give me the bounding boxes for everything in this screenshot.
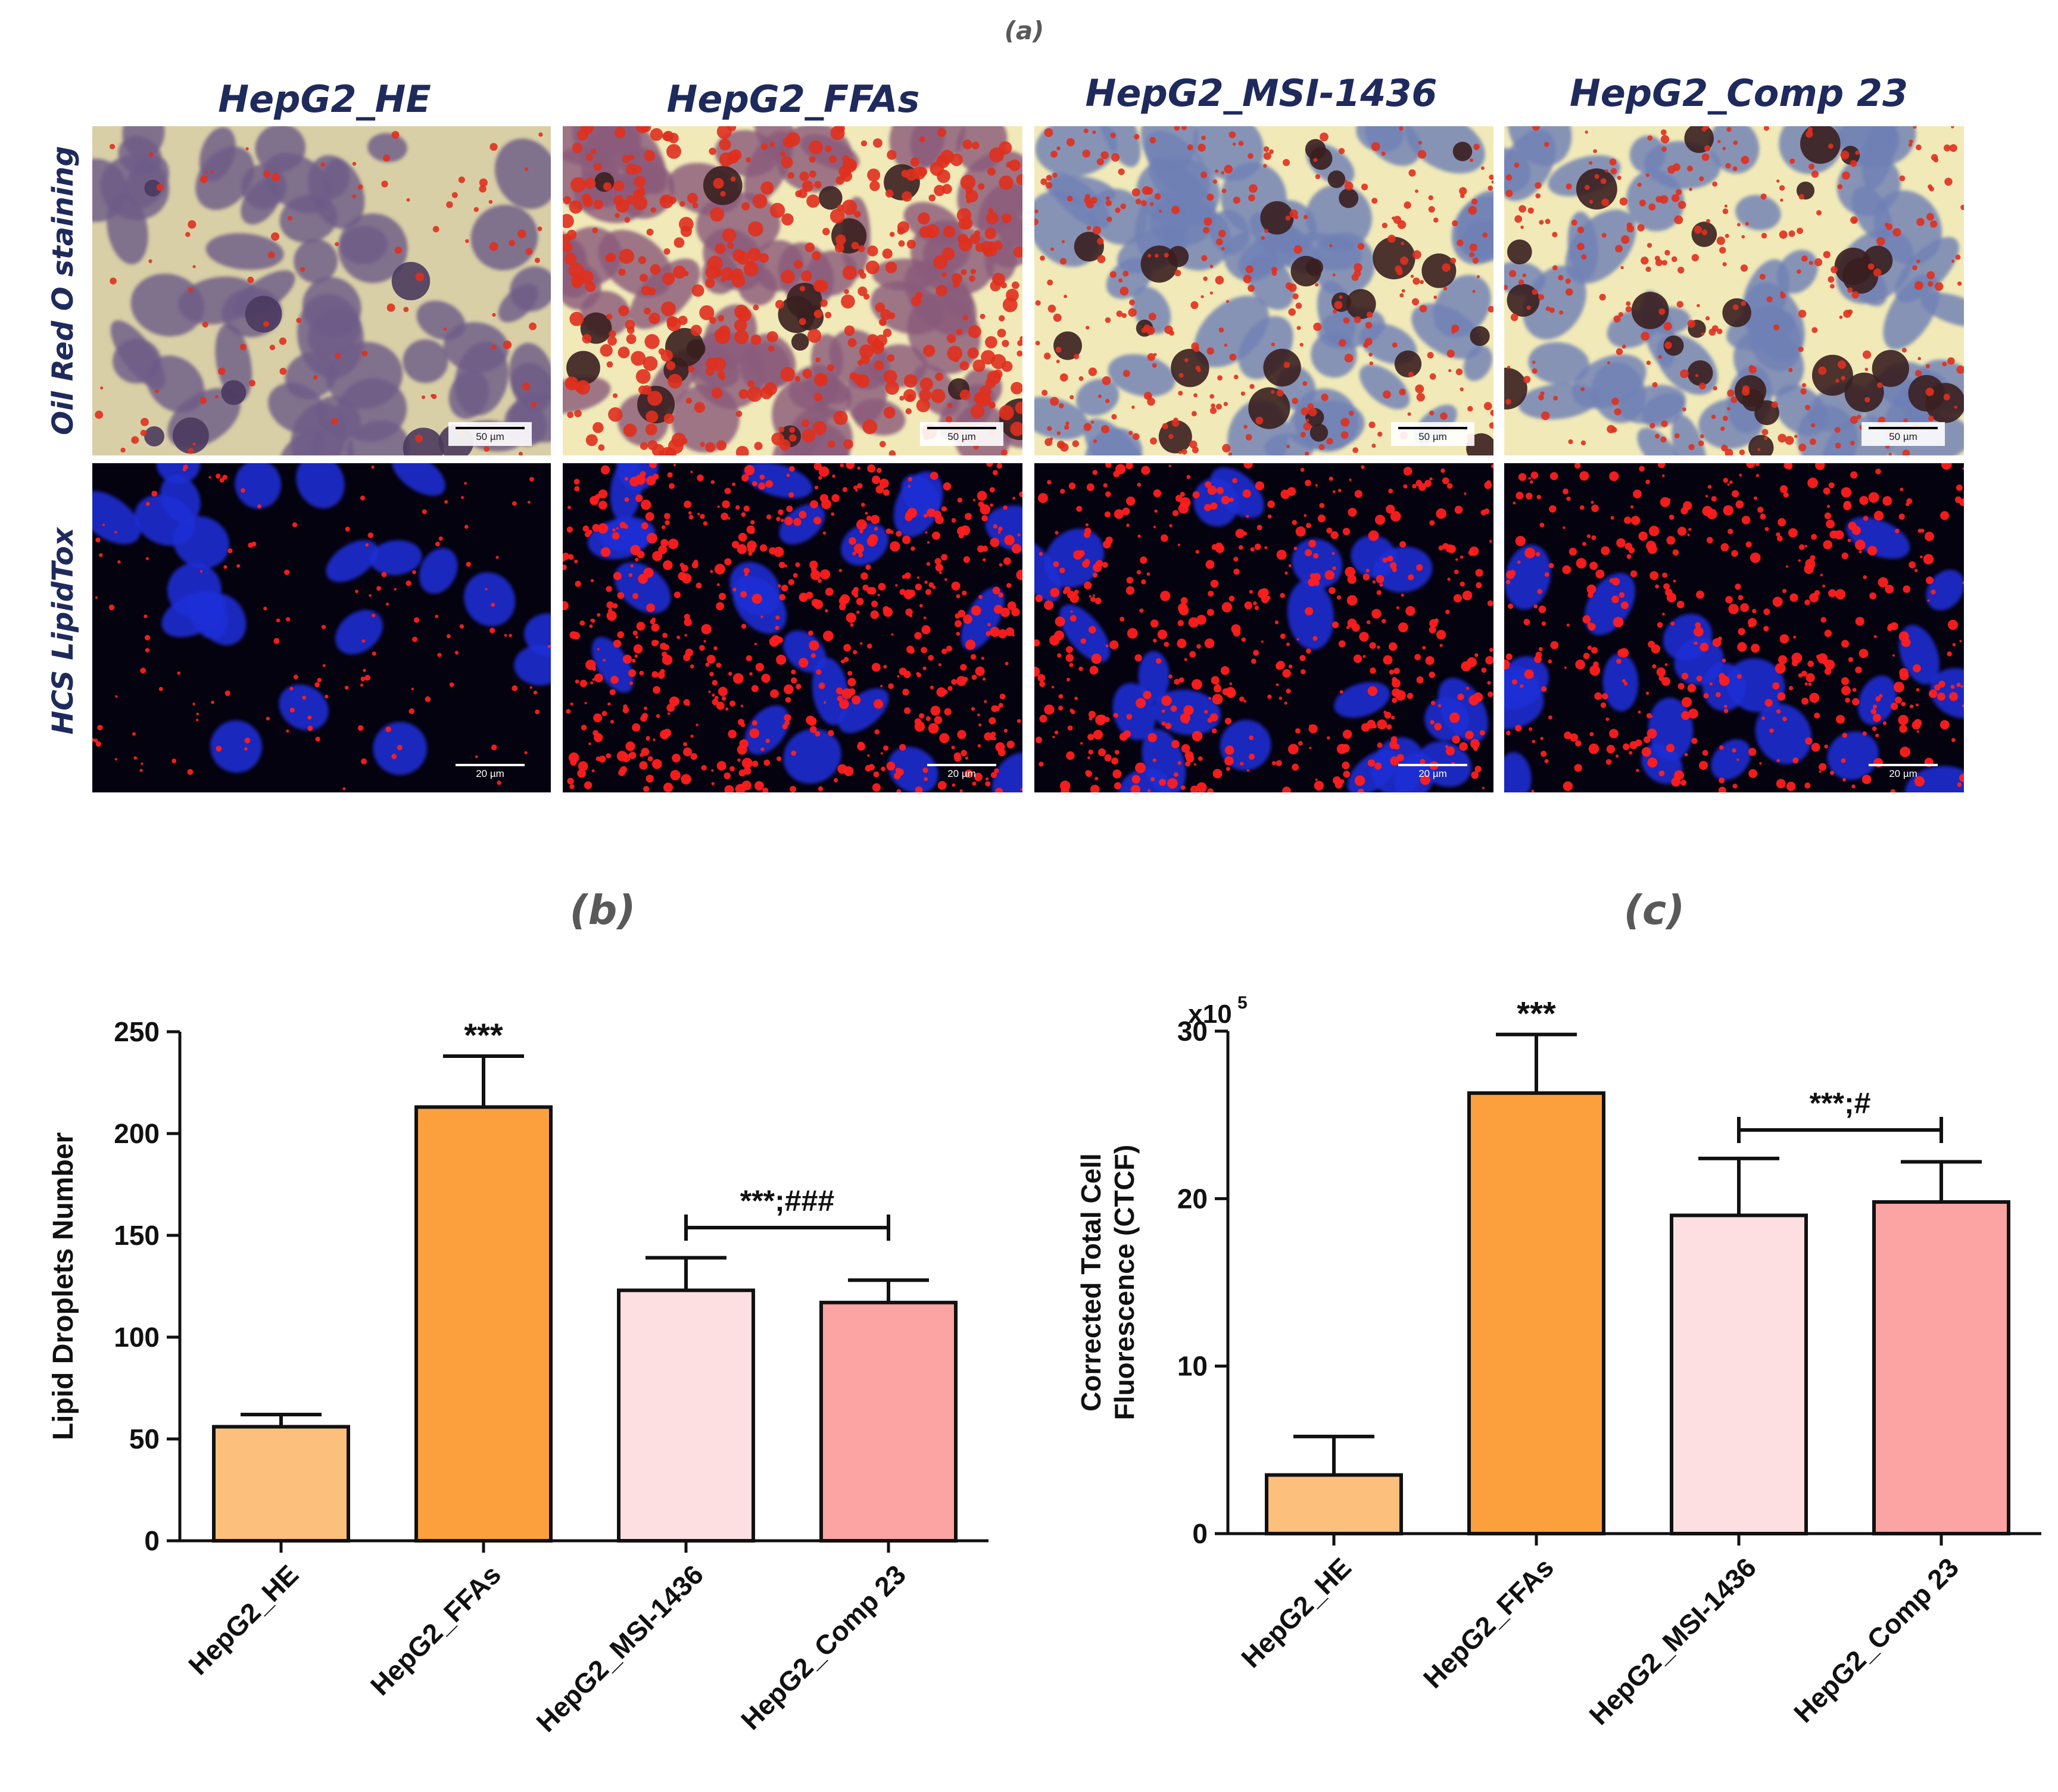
- row-title-oil-red-o: Oil Red O staining: [46, 146, 80, 435]
- y-tick-label: 150: [114, 1220, 160, 1251]
- category-label: HepG2_HE: [182, 1559, 304, 1681]
- scale-bar-label: 20 µm: [1418, 768, 1447, 779]
- column-title-he: HepG2_HE: [218, 77, 431, 121]
- category-label: HepG2_FFAs: [364, 1559, 507, 1701]
- scale-bar-label: 50 µm: [1418, 431, 1447, 442]
- y-axis-title: Corrected Total Cell: [1075, 1153, 1106, 1412]
- y-multiplier-exponent: 5: [1237, 993, 1248, 1013]
- micrograph-oil-red-o-1: 50 µm: [92, 126, 551, 455]
- significance-label: ***: [464, 1016, 503, 1054]
- scale-bar-label: 20 µm: [1889, 768, 1917, 779]
- y-tick-label: 250: [114, 1016, 160, 1047]
- bar-3: [617, 1288, 755, 1543]
- scale-bar-background: [448, 422, 532, 446]
- category-label: HepG2_MSI-1436: [1583, 1551, 1762, 1731]
- category-label: HepG2_Comp 23: [735, 1559, 912, 1735]
- micrograph-lipidtox-1: 20 µm: [92, 463, 551, 792]
- bar-3: [1670, 1213, 1808, 1535]
- scale-bar-background: [1391, 422, 1474, 446]
- bar-2: [414, 1105, 553, 1543]
- column-title-comp23: HepG2_Comp 23: [1570, 71, 1908, 115]
- bar-1: [1265, 1473, 1403, 1536]
- y-multiplier-label: x10: [1188, 1000, 1231, 1029]
- row-title-lipidtox: HCS LipidTox: [46, 526, 80, 735]
- scale-bar-label: 50 µm: [947, 431, 976, 442]
- y-tick-label: 0: [1192, 1518, 1208, 1549]
- scale-bar-label: 20 µm: [476, 768, 504, 779]
- y-tick-label: 10: [1177, 1351, 1208, 1382]
- scale-bar-background: [1861, 422, 1945, 446]
- panel-b-label: (b): [570, 887, 636, 934]
- scale-bar-label: 50 µm: [476, 431, 504, 442]
- y-tick-label: 100: [114, 1322, 160, 1353]
- bar-2: [1467, 1091, 1605, 1536]
- y-tick-label: 20: [1177, 1183, 1208, 1214]
- category-label: HepG2_Comp 23: [1788, 1551, 1965, 1728]
- chart-lipid-droplets: 0 50 100 150 200 250 Lipid Droplets Number HepG…: [48, 1016, 989, 1738]
- y-axis-title: Lipid Droplets Number: [48, 1132, 79, 1440]
- y-tick-label: 50: [129, 1423, 160, 1454]
- panel-a-label: (a): [1005, 16, 1044, 45]
- category-label: HepG2_FFAs: [1417, 1551, 1560, 1694]
- y-tick-label: 30: [1177, 1016, 1208, 1047]
- column-title-msi1436: HepG2_MSI-1436: [1085, 71, 1437, 115]
- micrograph-oil-red-o-3: 50 µm: [1034, 126, 1493, 455]
- micrograph-oil-red-o-2: 50 µm: [563, 126, 1022, 455]
- category-label: HepG2_MSI-1436: [530, 1559, 709, 1738]
- micrograph-grid: 50 µm 20 µm 50 µm 20 µm 50 µm 20 µm 50 µm 20 µm: [92, 126, 1964, 792]
- bracket-significance-label: ***;#: [1810, 1087, 1871, 1120]
- micrograph-oil-red-o-4: 50 µm: [1504, 126, 1964, 455]
- column-title-ffas: HepG2_FFAs: [667, 77, 920, 121]
- scale-bar-label: 50 µm: [1889, 431, 1917, 442]
- y-axis-title: Fluorescence (CTCF): [1109, 1145, 1140, 1421]
- category-label: HepG2_HE: [1235, 1551, 1357, 1674]
- y-tick-label: 0: [144, 1525, 160, 1556]
- bar-4: [1872, 1200, 2010, 1535]
- panel-c-label: (c): [1624, 887, 1685, 934]
- scale-bar-label: 20 µm: [947, 768, 976, 779]
- bar-1: [212, 1425, 350, 1543]
- micrograph-lipidtox-3: 20 µm: [1034, 463, 1493, 792]
- bracket-significance-label: ***;###: [740, 1184, 834, 1217]
- micrograph-lipidtox-4: 20 µm: [1504, 463, 1964, 792]
- scale-bar-background: [920, 422, 1003, 446]
- significance-label: ***: [1517, 995, 1556, 1032]
- y-tick-label: 200: [114, 1118, 160, 1149]
- micrograph-column-titles: HepG2_HE HepG2_FFAs HepG2_MSI-1436 HepG2…: [218, 71, 1908, 121]
- micrograph-lipidtox-2: 20 µm: [563, 463, 1022, 792]
- bar-4: [819, 1300, 958, 1543]
